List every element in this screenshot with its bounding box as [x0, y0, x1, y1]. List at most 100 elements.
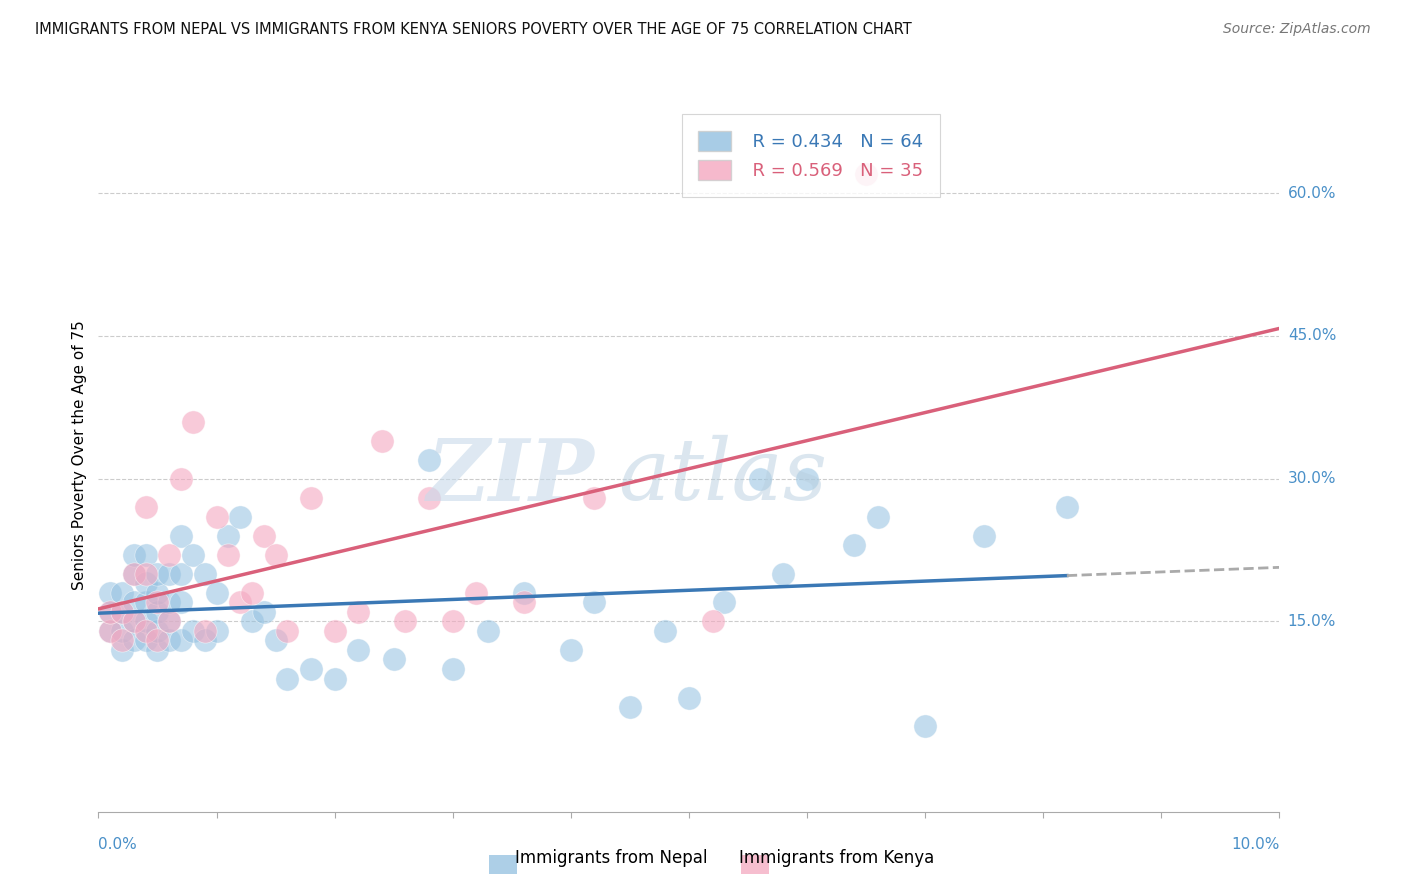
Point [205, 586, 228, 600]
Point [253, 529, 276, 543]
Point [111, 624, 134, 638]
Point [122, 633, 145, 648]
Point [299, 491, 322, 505]
Text: Immigrants from Nepal: Immigrants from Nepal [516, 849, 707, 867]
Point [181, 415, 204, 429]
Point [276, 672, 298, 686]
Point [394, 615, 416, 629]
Point [205, 509, 228, 524]
Point [170, 633, 193, 648]
Point [146, 643, 169, 657]
Legend:   R = 0.434   N = 64,   R = 0.569   N = 35: R = 0.434 N = 64, R = 0.569 N = 35 [682, 114, 939, 196]
Point [855, 167, 877, 181]
Point [181, 548, 204, 562]
Point [170, 566, 193, 581]
Point [583, 595, 606, 609]
Point [122, 595, 145, 609]
Point [146, 595, 169, 609]
Point [418, 491, 440, 505]
Text: IMMIGRANTS FROM NEPAL VS IMMIGRANTS FROM KENYA SENIORS POVERTY OVER THE AGE OF 7: IMMIGRANTS FROM NEPAL VS IMMIGRANTS FROM… [35, 22, 912, 37]
Text: 30.0%: 30.0% [1288, 471, 1336, 486]
Point [157, 633, 180, 648]
Bar [489, 855, 517, 874]
Point [914, 719, 936, 733]
Point [844, 538, 866, 552]
Point [441, 615, 464, 629]
Point [323, 624, 346, 638]
Point [702, 615, 724, 629]
Point [157, 615, 180, 629]
Point [122, 615, 145, 629]
Y-axis label: Seniors Poverty Over the Age of 75: Seniors Poverty Over the Age of 75 [72, 320, 87, 590]
Point [170, 529, 193, 543]
Point [217, 529, 239, 543]
Point [122, 615, 145, 629]
Point [157, 595, 180, 609]
Point [157, 566, 180, 581]
Point [240, 615, 263, 629]
Point [583, 491, 606, 505]
Point [866, 509, 889, 524]
Point [98, 605, 121, 619]
Point [122, 566, 145, 581]
Point [229, 595, 252, 609]
Point [323, 672, 346, 686]
Point [973, 529, 995, 543]
Point [98, 624, 121, 638]
Point [146, 605, 169, 619]
Point [194, 624, 217, 638]
Point [146, 633, 169, 648]
Point [748, 472, 770, 486]
Point [98, 624, 121, 638]
Point [135, 633, 157, 648]
Point [135, 595, 157, 609]
Point [135, 500, 157, 515]
Point [170, 472, 193, 486]
Point [654, 624, 676, 638]
Point [382, 652, 405, 666]
Bar [741, 855, 769, 874]
Point [477, 624, 499, 638]
Text: 0.0%: 0.0% [98, 837, 138, 852]
Point [146, 624, 169, 638]
Point [347, 605, 370, 619]
Point [205, 624, 228, 638]
Text: atlas: atlas [619, 435, 827, 517]
Point [713, 595, 735, 609]
Text: ZIP: ZIP [426, 434, 595, 518]
Point [619, 700, 641, 714]
Point [122, 566, 145, 581]
Point [146, 566, 169, 581]
Point [146, 586, 169, 600]
Point [772, 566, 794, 581]
Point [111, 586, 134, 600]
Point [157, 548, 180, 562]
Point [111, 633, 134, 648]
Point [194, 566, 217, 581]
Point [111, 643, 134, 657]
Text: 15.0%: 15.0% [1288, 614, 1336, 629]
Text: 45.0%: 45.0% [1288, 328, 1336, 343]
Point [512, 586, 534, 600]
Point [371, 434, 394, 448]
Point [194, 633, 217, 648]
Text: Immigrants from Kenya: Immigrants from Kenya [740, 849, 934, 867]
Point [135, 624, 157, 638]
Point [418, 452, 440, 467]
Point [299, 662, 322, 676]
Point [678, 690, 700, 705]
Point [347, 643, 370, 657]
Point [111, 605, 134, 619]
Point [135, 576, 157, 591]
Point [98, 605, 121, 619]
Point [135, 548, 157, 562]
Point [276, 624, 298, 638]
Point [512, 595, 534, 609]
Text: 10.0%: 10.0% [1232, 837, 1279, 852]
Point [122, 548, 145, 562]
Point [1056, 500, 1078, 515]
Point [111, 605, 134, 619]
Point [217, 548, 239, 562]
Point [465, 586, 488, 600]
Point [560, 643, 582, 657]
